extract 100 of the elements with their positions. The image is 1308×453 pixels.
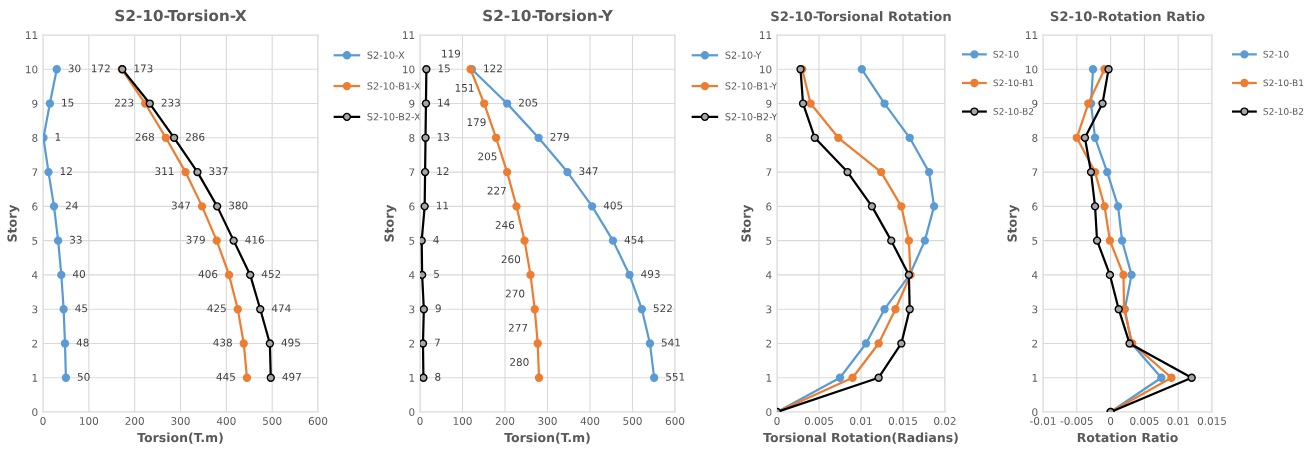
data-label: 172	[91, 64, 110, 73]
y-axis-title: Story	[1007, 204, 1020, 242]
y-tick-label: 7	[32, 168, 38, 177]
legend-label: S2-10-B1-X	[367, 82, 421, 90]
data-label: 405	[603, 201, 623, 210]
data-label: 151	[455, 84, 474, 92]
y-tick-label: 1	[32, 374, 38, 382]
y-tick-label: 5	[32, 237, 38, 245]
x-tick-label: 500	[263, 417, 282, 425]
legend-label: S2-10-B2-Y	[725, 113, 778, 121]
legend-label: S2-10-B1	[1263, 79, 1304, 87]
x-tick-label: 400	[580, 417, 600, 425]
legend-label: S2-10-B2	[1263, 108, 1304, 115]
x-tick-label: 500	[623, 417, 642, 425]
data-label: 260	[501, 255, 521, 264]
y-tick-label: 0	[409, 408, 415, 417]
y-tick-label: 6	[1032, 202, 1038, 211]
y-tick-label: 0	[766, 408, 772, 417]
x-tick-label: 0	[40, 417, 46, 425]
data-label: 227	[487, 186, 506, 195]
y-tick-label: 0	[32, 408, 38, 417]
y-tick-label: 2	[766, 339, 772, 348]
legend-label: S2-10-B1-Y	[725, 82, 778, 90]
data-label: 9	[435, 304, 441, 313]
legend-label: S2-10	[1263, 50, 1289, 58]
x-tick-label: 0	[417, 417, 423, 425]
data-label: 12	[437, 167, 449, 175]
data-label: 4	[433, 235, 439, 244]
x-tick-label: 300	[538, 417, 557, 425]
y-axis-title: Story	[7, 204, 20, 242]
data-label: 246	[495, 221, 515, 229]
y-tick-label: 9	[32, 99, 38, 108]
y-tick-label: 5	[1032, 237, 1038, 245]
data-label: 45	[75, 304, 88, 313]
data-label: 5	[434, 270, 439, 278]
x-tick-label: 0.005	[804, 417, 833, 425]
data-label: 337	[209, 167, 228, 176]
data-label: 425	[207, 304, 226, 313]
data-label: 406	[198, 270, 218, 278]
x-tick-label: 0.015	[1197, 417, 1226, 425]
data-label: 497	[282, 372, 301, 381]
y-tick-label: 7	[409, 168, 415, 177]
y-tick-label: 3	[1032, 305, 1038, 314]
data-label: 33	[70, 235, 82, 244]
y-tick-label: 9	[409, 99, 415, 108]
chart-title: S2-10-Torsion-X	[115, 9, 247, 22]
x-tick-label: 600	[665, 417, 685, 425]
data-label: 119	[442, 49, 461, 58]
data-label: 279	[550, 132, 569, 141]
legend-label: S2-10-Y	[725, 51, 762, 59]
y-tick-label: 4	[409, 271, 415, 279]
y-tick-label: 8	[1032, 134, 1038, 142]
x-axis-title: Torsion(T.m)	[504, 432, 590, 444]
y-tick-label: 11	[26, 31, 38, 39]
y-tick-label: 0	[1032, 408, 1038, 417]
data-label: 380	[229, 201, 248, 210]
data-label: 270	[505, 289, 525, 298]
x-tick-label: -0.005	[1060, 417, 1093, 425]
data-label: 205	[519, 98, 538, 107]
chart-title: S2-10-Rotation Ratio	[1050, 11, 1205, 22]
data-label: 40	[72, 270, 86, 278]
legend-label: S2-10-B1	[993, 79, 1034, 87]
data-label: 48	[76, 338, 89, 347]
y-axis-title: Story	[741, 204, 754, 242]
y-tick-label: 3	[766, 305, 772, 314]
y-tick-label: 1	[766, 374, 772, 382]
x-tick-label: 0.02	[934, 417, 956, 425]
y-tick-label: 4	[32, 271, 38, 279]
chart-title: S2-10-Torsional Rotation	[771, 11, 951, 22]
x-tick-label: -0.01	[1030, 417, 1056, 425]
data-label: 11	[436, 201, 449, 210]
y-tick-label: 2	[32, 339, 38, 348]
data-label: 277	[508, 323, 528, 332]
data-label: 268	[135, 132, 155, 141]
y-tick-label: 3	[32, 305, 38, 314]
data-label: 233	[161, 98, 180, 107]
data-label: 454	[624, 235, 644, 244]
data-label: 438	[213, 338, 232, 347]
y-tick-label: 1	[409, 374, 415, 382]
x-axis-title: Rotation Ratio	[1077, 432, 1178, 443]
y-axis-title: Story	[384, 204, 397, 242]
x-tick-label: 200	[495, 417, 515, 425]
x-tick-label: 0.005	[1130, 417, 1159, 425]
y-tick-label: 9	[766, 99, 772, 108]
y-tick-label: 10	[1026, 65, 1038, 74]
y-tick-label: 6	[766, 202, 772, 211]
y-tick-label: 10	[403, 65, 415, 74]
y-tick-label: 11	[1026, 31, 1038, 39]
legend-label: S2-10	[993, 50, 1019, 58]
data-label: 541	[661, 338, 680, 347]
legend-label: S2-10-X	[367, 51, 405, 59]
x-tick-label: 300	[171, 417, 190, 425]
data-label: 551	[666, 373, 685, 381]
x-tick-label: 0.015	[888, 417, 917, 425]
data-label: 14	[438, 98, 450, 107]
y-tick-label: 2	[409, 339, 415, 348]
y-tick-label: 10	[26, 65, 38, 74]
y-tick-label: 1	[1032, 374, 1038, 382]
data-label: 286	[185, 132, 205, 141]
data-label: 452	[261, 270, 281, 278]
